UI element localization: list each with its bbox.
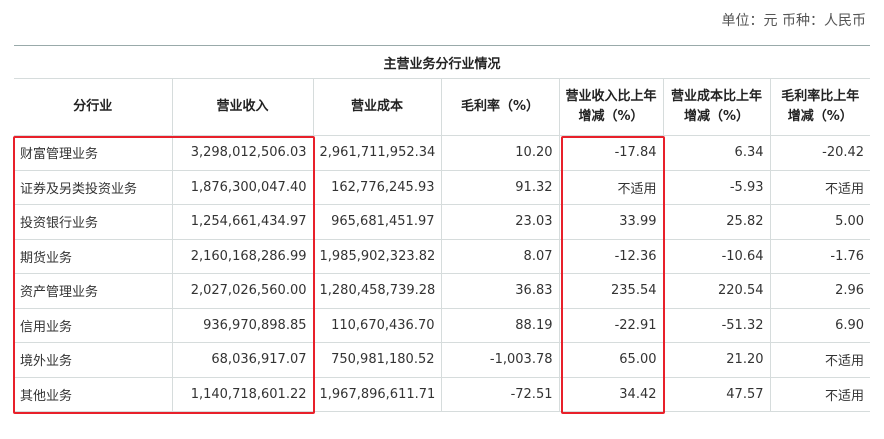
cell: 47.57 <box>662 376 771 412</box>
cell: 965,681,451.97 <box>312 204 442 240</box>
cell: 1,280,458,739.28 <box>312 273 442 309</box>
table-row: 资产管理业务 2,027,026,560.00 1,280,458,739.28 36… <box>14 273 871 309</box>
cell: -1.76 <box>769 238 871 274</box>
cell: 936,970,898.85 <box>171 307 314 343</box>
cell: 10.20 <box>440 135 560 171</box>
section-title: 主营业务分行业情况 <box>14 45 871 79</box>
cell: 34.42 <box>558 376 664 412</box>
table-row: 信用业务 936,970,898.85 110,670,436.70 88.19 -22… <box>14 307 871 343</box>
row-label: 财富管理业务 <box>14 135 173 171</box>
column-header: 毛利率（%） <box>440 78 560 136</box>
row-label: 资产管理业务 <box>14 273 173 309</box>
column-header: 营业成本比上年增减（%） <box>662 78 771 136</box>
cell: 1,985,902,323.82 <box>312 238 442 274</box>
cell: 1,967,896,611.71 <box>312 376 442 412</box>
table-row: 境外业务 68,036,917.07 750,981,180.52 -1,003.78… <box>14 342 871 378</box>
cell: 65.00 <box>558 342 664 378</box>
cell: 68,036,917.07 <box>171 342 314 378</box>
cell: 6.34 <box>662 135 771 171</box>
row-label: 证券及另类投资业务 <box>14 169 173 205</box>
cell: 33.99 <box>558 204 664 240</box>
cell: -17.84 <box>558 135 664 171</box>
cell: 220.54 <box>662 273 771 309</box>
row-label: 投资银行业务 <box>14 204 173 240</box>
column-header: 营业成本 <box>312 78 442 136</box>
cell: 不适用 <box>769 169 871 205</box>
cell: -22.91 <box>558 307 664 343</box>
cell: 88.19 <box>440 307 560 343</box>
cell: 25.82 <box>662 204 771 240</box>
cell: 6.90 <box>769 307 871 343</box>
cell: 750,981,180.52 <box>312 342 442 378</box>
cell: 5.00 <box>769 204 871 240</box>
cell: 不适用 <box>769 342 871 378</box>
cell: 110,670,436.70 <box>312 307 442 343</box>
cell: 23.03 <box>440 204 560 240</box>
column-header: 营业收入比上年增减（%） <box>558 78 664 136</box>
cell: 1,140,718,601.22 <box>171 376 314 412</box>
column-header: 分行业 <box>14 78 173 136</box>
column-header: 营业收入 <box>171 78 314 136</box>
cell: -51.32 <box>662 307 771 343</box>
cell: 2,961,711,952.34 <box>312 135 442 171</box>
cell: 1,876,300,047.40 <box>171 169 314 205</box>
cell: -12.36 <box>558 238 664 274</box>
table-row: 财富管理业务 3,298,012,506.03 2,961,711,952.34 10… <box>14 135 871 171</box>
cell: -1,003.78 <box>440 342 560 378</box>
cell: -10.64 <box>662 238 771 274</box>
cell: 2,027,026,560.00 <box>171 273 314 309</box>
cell: -5.93 <box>662 169 771 205</box>
table-row: 证券及另类投资业务 1,876,300,047.40 162,776,245.93 9… <box>14 169 871 205</box>
cell: -20.42 <box>769 135 871 171</box>
cell: 36.83 <box>440 273 560 309</box>
unit-note: 单位：元 币种：人民币 <box>721 13 866 29</box>
table-row: 其他业务 1,140,718,601.22 1,967,896,611.71 -72.… <box>14 376 871 412</box>
row-label: 其他业务 <box>14 376 173 412</box>
cell: 162,776,245.93 <box>312 169 442 205</box>
row-label: 期货业务 <box>14 238 173 274</box>
row-label: 信用业务 <box>14 307 173 343</box>
cell: 8.07 <box>440 238 560 274</box>
cell: 91.32 <box>440 169 560 205</box>
cell: 1,254,661,434.97 <box>171 204 314 240</box>
cell: 21.20 <box>662 342 771 378</box>
column-header: 毛利率比上年增减（%） <box>769 78 871 136</box>
cell: 235.54 <box>558 273 664 309</box>
cell: 2.96 <box>769 273 871 309</box>
cell: 不适用 <box>769 376 871 412</box>
cell: 2,160,168,286.99 <box>171 238 314 274</box>
cell: 不适用 <box>558 169 664 205</box>
cell: 3,298,012,506.03 <box>171 135 314 171</box>
table-row: 期货业务 2,160,168,286.99 1,985,902,323.82 8.07… <box>14 238 871 274</box>
data-table: 主营业务分行业情况 分行业 营业收入 营业成本 毛利率（%） 营业收入比上年增减（%）营… <box>14 45 871 412</box>
row-label: 境外业务 <box>14 342 173 378</box>
cell: -72.51 <box>440 376 560 412</box>
table-row: 投资银行业务 1,254,661,434.97 965,681,451.97 23.0… <box>14 204 871 240</box>
